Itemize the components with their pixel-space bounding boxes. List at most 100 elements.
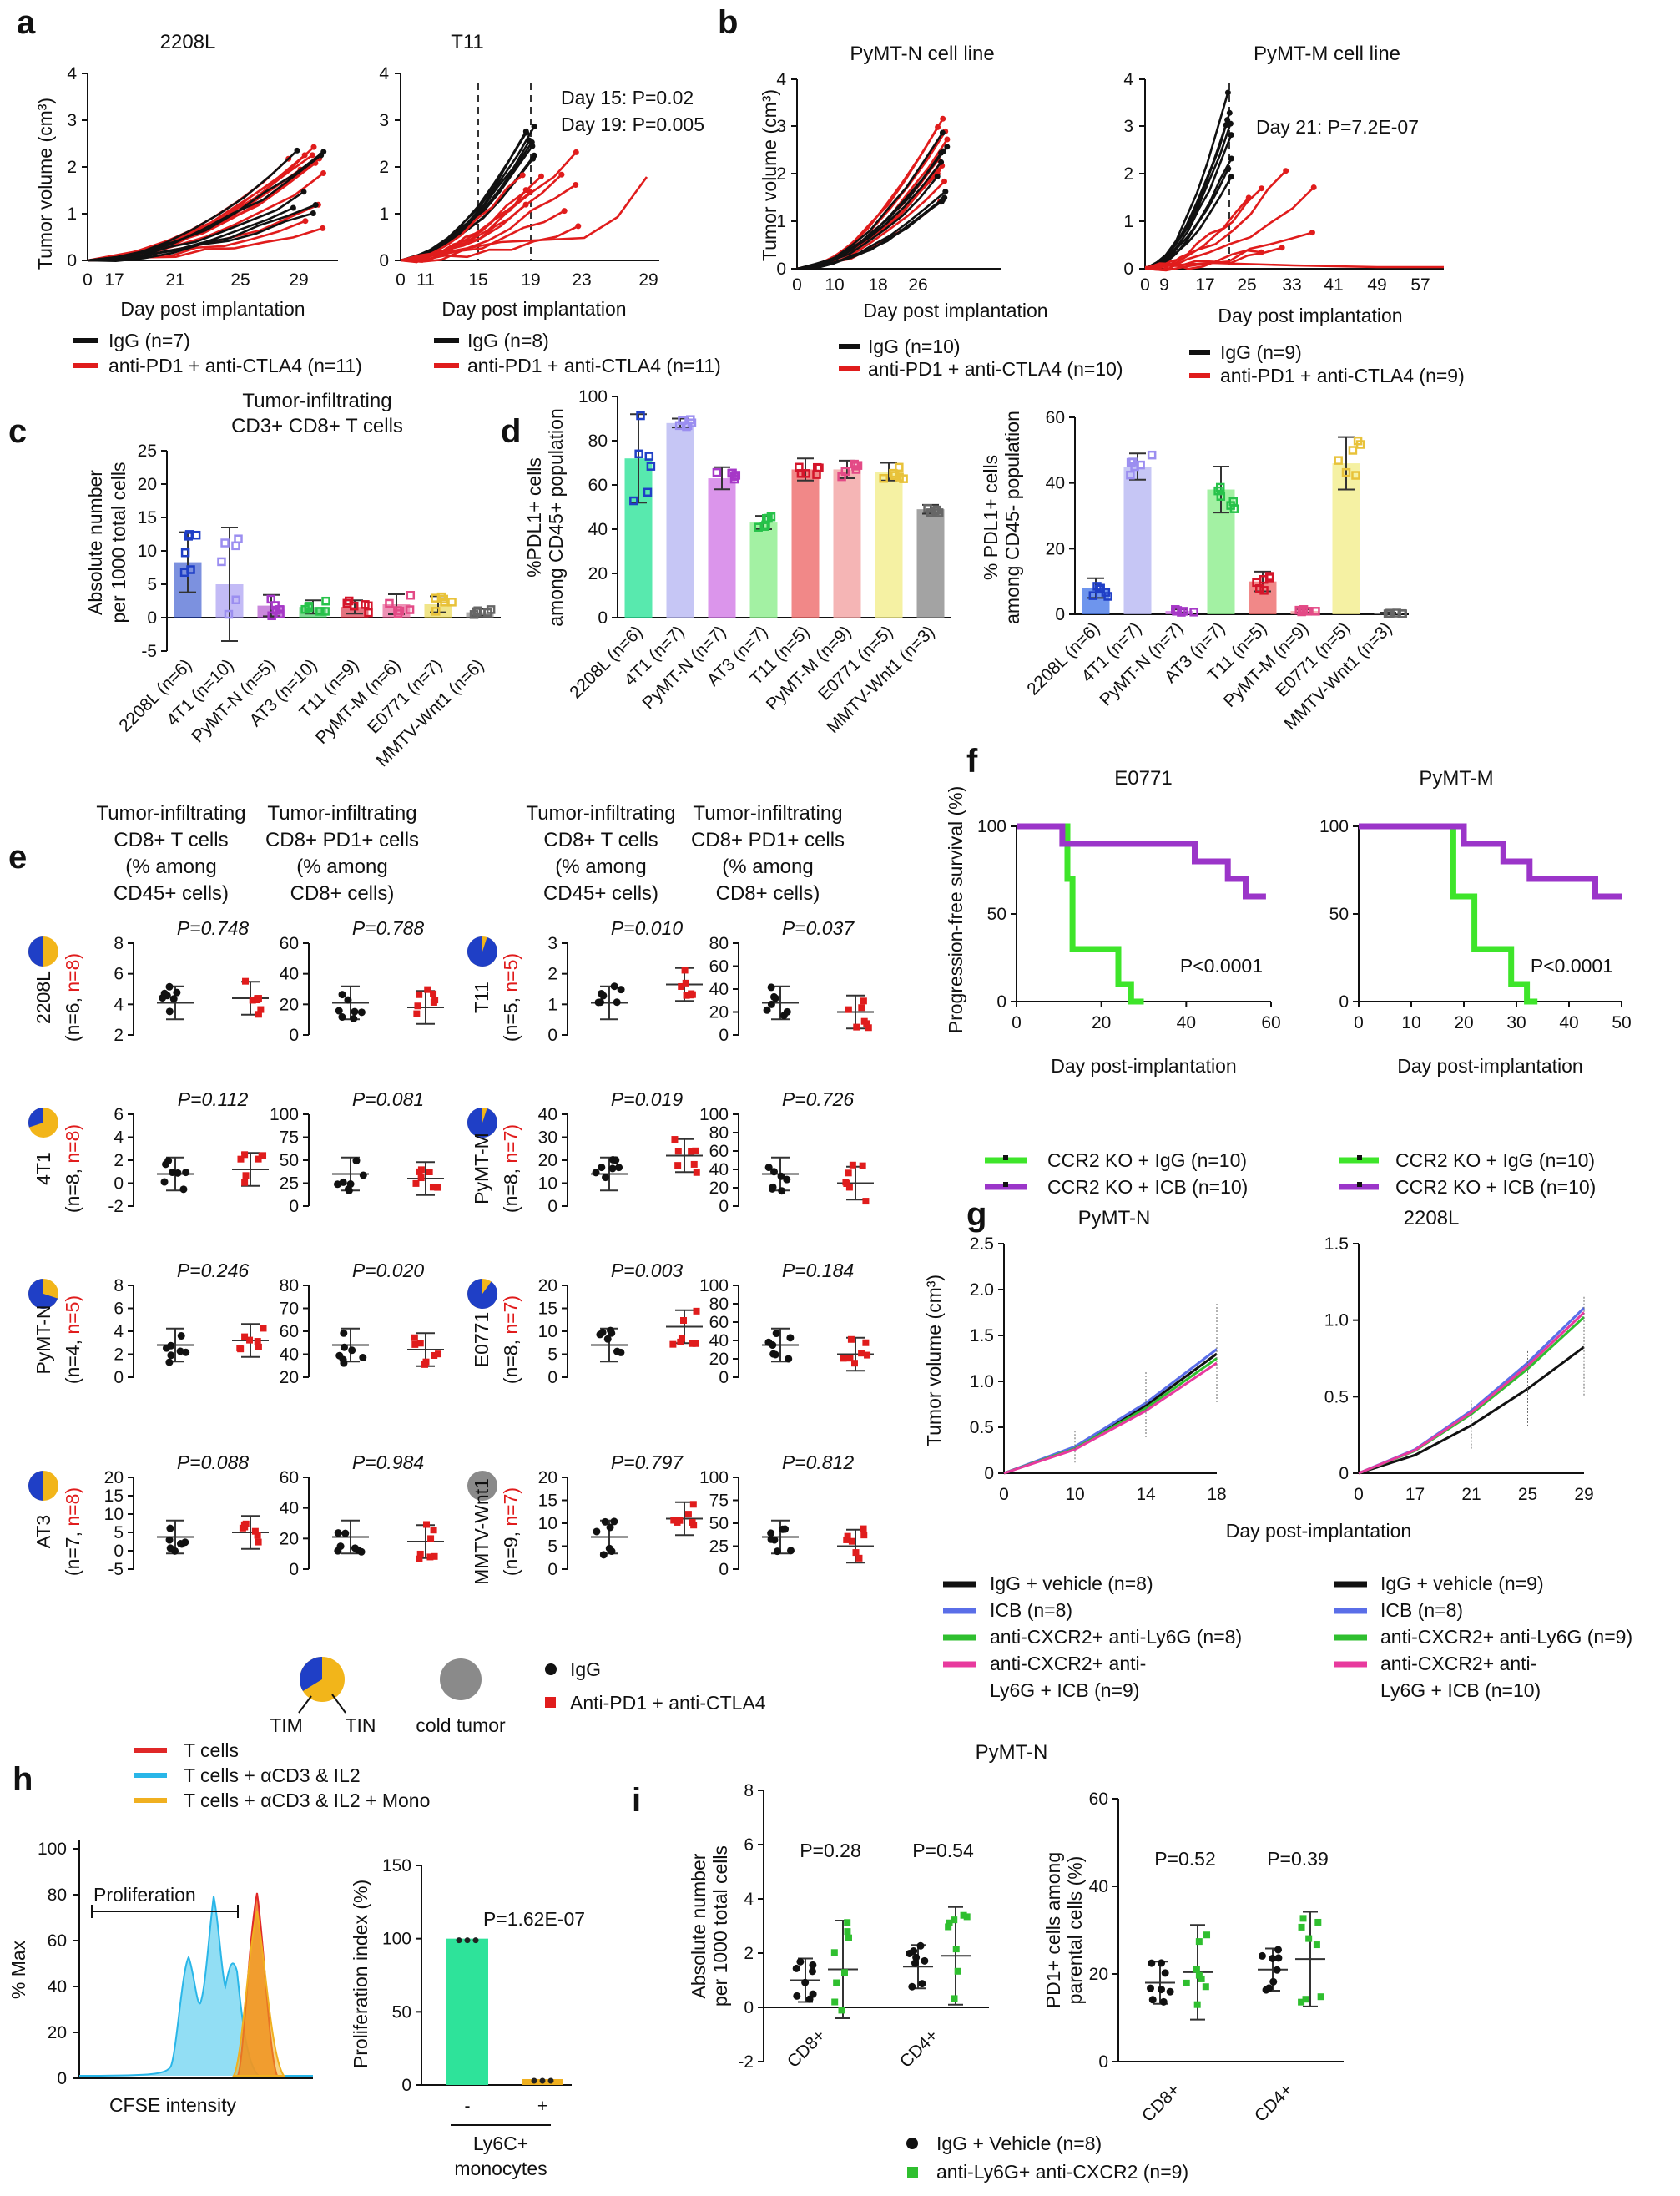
growth-series [1003, 1348, 1218, 1475]
bar [749, 522, 778, 618]
y-tick-label: 0 [147, 608, 157, 628]
y-tick-label: 2.0 [970, 1280, 994, 1300]
y-tick-label: 40 [280, 1345, 299, 1365]
icb-marker-icon [545, 1697, 556, 1708]
igg-point [777, 1172, 785, 1180]
vehicle-point [1269, 1954, 1277, 1962]
antibody-point [1195, 1938, 1203, 1946]
icb-point [241, 1151, 249, 1159]
legend-icb: Anti-PD1 + anti-CTLA4 [570, 1692, 766, 1714]
y-tick-label: 80 [709, 934, 729, 953]
vehicle-point [1274, 1946, 1283, 1954]
data-point [895, 462, 904, 472]
data-point [1259, 586, 1269, 595]
growth-curve [1144, 123, 1232, 270]
y-tick-label: 2.5 [970, 1234, 994, 1254]
y-tick-label: 20 [1089, 1965, 1108, 1984]
icb-point [852, 1549, 860, 1557]
data-point [1294, 605, 1304, 615]
data-point [879, 473, 888, 483]
igg-point [333, 1180, 341, 1189]
y-tick-label: 80 [588, 432, 608, 451]
antibody-point [844, 1919, 851, 1926]
y-tick-label: 60 [280, 1322, 299, 1341]
icb-point [417, 1174, 425, 1182]
growth-curve [1144, 119, 1228, 270]
icb-point [424, 986, 431, 993]
data-point [634, 449, 643, 459]
icb-point [249, 997, 256, 1004]
panel-label-e: e [8, 839, 27, 876]
igg-point [764, 1338, 773, 1346]
p-value: P=0.037 [782, 917, 855, 939]
icb-point [242, 1172, 250, 1179]
igg-point [171, 1547, 179, 1555]
antibody-point [1305, 1935, 1313, 1942]
y-tick-label: 0.5 [1324, 1387, 1349, 1406]
legend-text: CCR2 KO + IgG (n=10) [1395, 1149, 1595, 1171]
y-tick-label: 15 [538, 1300, 557, 1319]
x-tick: 29 [638, 270, 658, 290]
igg-point [608, 1164, 617, 1173]
panel-label-c: c [8, 413, 27, 450]
y-tick-label: 5 [547, 1345, 557, 1365]
panel-a-ylabel: Tumor volume (cm³) [34, 98, 56, 270]
panel-e-legend: TIM TIN cold tumor IgG Anti-PD1 + anti-C… [270, 1657, 766, 1736]
vehicle-point [1258, 1951, 1266, 1960]
y-tick-label: 1.5 [970, 1326, 994, 1345]
data-point [267, 611, 276, 621]
antibody-point [1314, 1918, 1322, 1926]
y-tick: 3 [776, 117, 786, 136]
p-value: P=0.812 [782, 1451, 855, 1473]
y-tick-label: 80 [709, 1123, 729, 1143]
data-point [1264, 573, 1274, 583]
bar [875, 472, 903, 618]
x-tick-label: 0 [999, 1485, 1009, 1504]
column-title: Tumor-infiltrating [693, 802, 842, 825]
y-axis-label: parental cells (%) [1064, 1856, 1086, 2005]
antibody-point [1203, 1931, 1211, 1939]
antibody-point [833, 1979, 840, 1986]
data-point [1351, 471, 1360, 480]
y-axis-label: per 1000 total cells [709, 1845, 731, 2007]
y-tick-label: 100 [699, 1276, 729, 1295]
igg-point [165, 982, 174, 991]
data-point [344, 596, 354, 606]
data-point [1398, 609, 1407, 618]
data-point [364, 601, 373, 611]
x-tick-label: 50 [1612, 1013, 1631, 1032]
tumor-type-pie-slice [467, 936, 497, 967]
icb-point [847, 1335, 855, 1343]
igg-point [598, 1164, 606, 1172]
data-point [447, 598, 457, 607]
antibody-point [1198, 1975, 1205, 1982]
panel-d-right-bars: 2208L (n=6)4T1 (n=7)PyMT-N (n=7)AT3 (n=7… [1023, 436, 1407, 734]
igg-point [781, 1525, 790, 1533]
panel-b-right-xlabel: Day post implantation [1218, 305, 1402, 326]
igg-point [165, 1358, 174, 1366]
y-tick-label: 60 [1046, 408, 1065, 427]
data-point [1213, 486, 1223, 496]
y-tick-label: 75 [280, 1128, 299, 1148]
bar [916, 509, 945, 618]
cold-tumor-icon [440, 1658, 482, 1700]
x-tick-label: 40 [1177, 1013, 1196, 1032]
y-tick-label: 20 [709, 1003, 729, 1022]
igg-point [610, 1517, 618, 1526]
igg-point [602, 1174, 610, 1182]
y-tick: 1 [379, 204, 389, 224]
icb-point [855, 1554, 863, 1562]
data-point [385, 598, 394, 608]
icb-point [431, 1552, 438, 1560]
antibody-point [1299, 1915, 1307, 1922]
data-point [895, 472, 904, 482]
data-point [191, 530, 201, 540]
panel-b-ylabel: Tumor volume (cm³) [759, 89, 780, 261]
icb-point [671, 1136, 679, 1143]
y-tick-label: 40 [709, 980, 729, 999]
legend-text: CCR2 KO + ICB (n=10) [1395, 1176, 1596, 1198]
x-tick: 0 [792, 275, 802, 295]
y-tick-label: 10 [538, 1174, 557, 1194]
panel-a-left-axes: 0 1 2 3 4 0 17 21 25 29 Day post implant… [67, 64, 338, 320]
